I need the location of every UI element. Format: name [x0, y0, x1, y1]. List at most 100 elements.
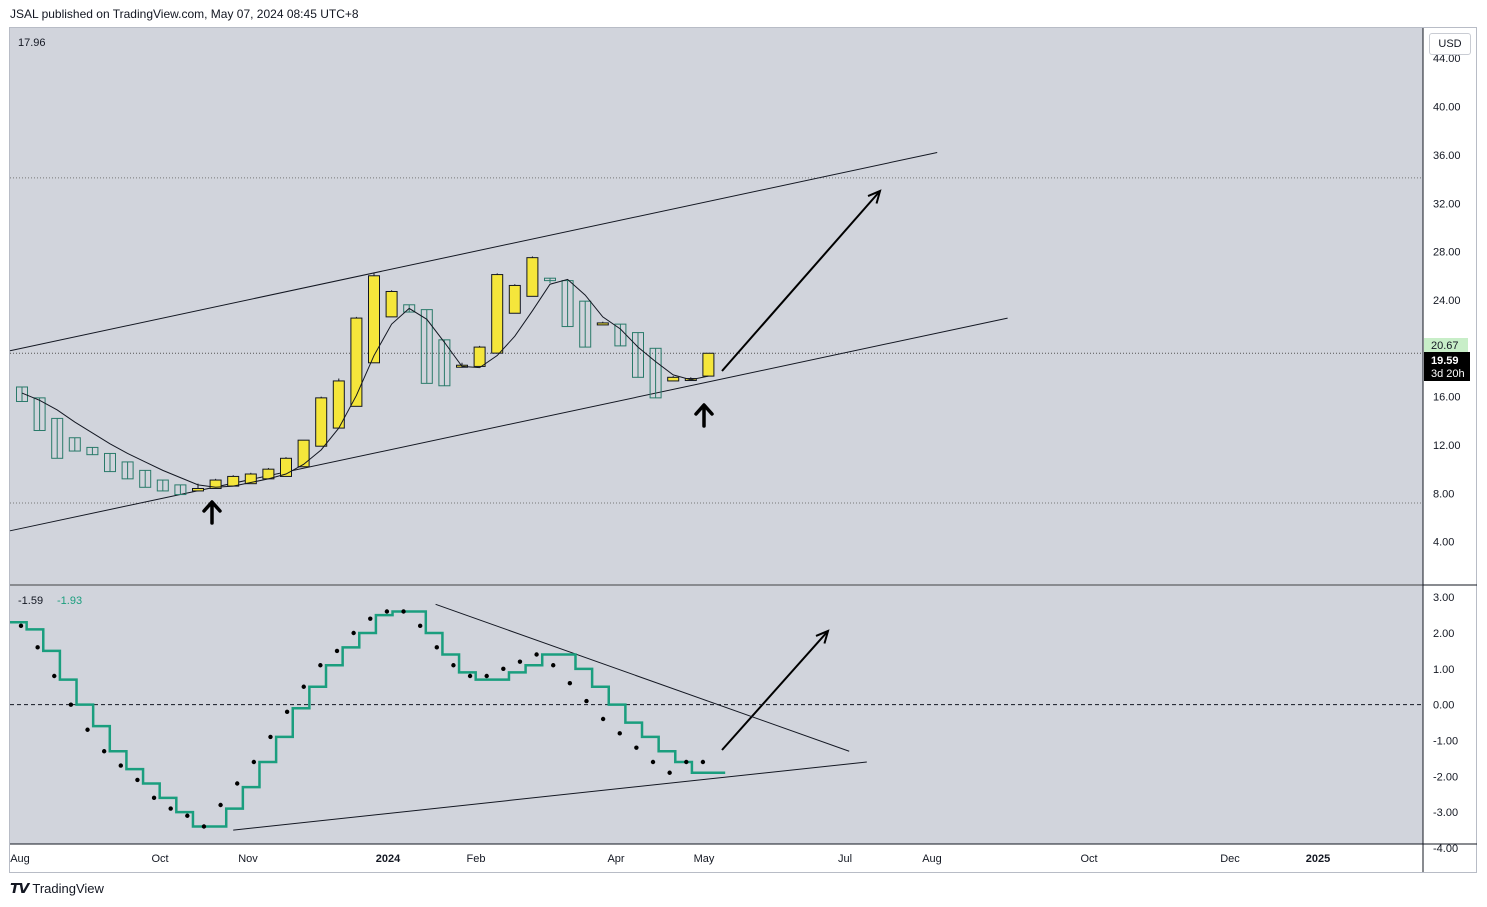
price-tag-label: 20.67 — [1431, 340, 1459, 352]
oscillator-dot — [334, 648, 340, 654]
oscillator-dot — [401, 609, 406, 614]
osc-legend-value-2: -1.93 — [57, 595, 82, 607]
support-arrow-icon — [202, 500, 222, 525]
tradingview-footer[interactable]: 𝙏𝙑 TradingView — [10, 880, 104, 897]
candle — [297, 439, 310, 468]
osc-tick-label: -4.00 — [1433, 843, 1458, 855]
oscillator-dot — [700, 759, 706, 765]
time-tick-label: 2024 — [376, 853, 401, 865]
price-tick-label: 40.00 — [1433, 102, 1461, 114]
axis-layer: 44.0040.0036.0032.0028.0024.0020.0016.00… — [10, 53, 1460, 865]
oscillator-dot — [85, 727, 90, 732]
candle — [403, 304, 416, 313]
channel-lower-line — [9, 317, 1008, 532]
oscillator-dot — [534, 652, 539, 657]
candle — [33, 397, 46, 431]
osc-tick-label: 3.00 — [1433, 592, 1454, 604]
oscillator-dot — [600, 716, 606, 722]
oscillator-dot — [118, 763, 123, 768]
osc-tick-label: -2.00 — [1433, 771, 1458, 783]
price-tick-label: 4.00 — [1433, 537, 1454, 549]
osc-trendline-lower — [233, 761, 867, 831]
time-tick-label: Feb — [467, 853, 486, 865]
oscillator-dot — [567, 680, 573, 686]
time-tick-label: Apr — [607, 853, 624, 865]
candle — [526, 257, 539, 297]
price-tick-label: 8.00 — [1433, 488, 1454, 500]
oscillator-dot — [650, 759, 656, 765]
candle — [227, 475, 240, 487]
candle — [280, 457, 292, 477]
currency-button[interactable]: USD — [1429, 33, 1471, 55]
oscillator-panel[interactable] — [10, 586, 1423, 844]
osc-tick-label: -1.00 — [1433, 736, 1458, 748]
oscillator-dot — [384, 609, 390, 614]
candle — [420, 309, 433, 384]
oscillator-dot — [584, 698, 589, 704]
tradingview-logo-icon: 𝙏𝙑 — [10, 880, 29, 896]
oscillator-dot — [318, 663, 323, 668]
candle — [473, 346, 486, 367]
candle — [68, 437, 81, 452]
candle — [561, 280, 574, 328]
oscillator-dot — [251, 759, 257, 765]
time-tick-label: Oct — [1080, 853, 1097, 865]
current-price-box — [1424, 352, 1470, 381]
price-tick-label: 12.00 — [1433, 440, 1461, 452]
oscillator-dot — [484, 673, 489, 679]
osc-tick-label: -3.00 — [1433, 807, 1458, 819]
countdown-label: 3d 20h — [1431, 368, 1465, 380]
oscillator-dot — [201, 824, 207, 829]
oscillator-dot — [368, 616, 373, 621]
oscillator-dot — [18, 623, 24, 629]
oscillator-dot — [634, 745, 639, 750]
candle — [368, 275, 380, 364]
candle — [649, 347, 662, 399]
oscillator-dot — [501, 666, 506, 672]
candle — [244, 473, 257, 485]
candle — [508, 284, 521, 314]
osc-tick-label: 1.00 — [1433, 664, 1454, 676]
candle — [156, 479, 169, 492]
candle — [139, 469, 152, 488]
oscillator-dot — [218, 802, 223, 808]
price-tick-label: 28.00 — [1433, 247, 1461, 259]
oscillator-dot — [168, 806, 173, 811]
oscillator-step-line — [10, 610, 726, 828]
osc-trendline-upper — [435, 603, 850, 752]
oscillator-dot — [551, 663, 556, 668]
candle — [121, 461, 134, 480]
time-tick-label: Aug — [922, 853, 942, 865]
oscillator-dot — [467, 673, 473, 679]
time-tick-label: Dec — [1220, 853, 1240, 865]
time-tick-label: May — [694, 853, 715, 865]
price-tick-label: 36.00 — [1433, 150, 1461, 162]
time-tick-label: 2025 — [1306, 853, 1330, 865]
oscillator-dot — [684, 759, 689, 765]
price-panel[interactable] — [10, 28, 1423, 584]
price-layer — [9, 152, 1423, 532]
support-arrow-icon — [694, 403, 714, 428]
oscillator-dot — [68, 702, 74, 707]
price-legend-value: 17.96 — [18, 37, 46, 49]
oscillator-dot — [52, 673, 57, 679]
candle — [596, 322, 609, 326]
publish-info: JSAL published on TradingView.com, May 0… — [10, 7, 359, 21]
candle — [192, 488, 204, 492]
tradingview-label: TradingView — [32, 881, 104, 896]
projection-arrow-icon — [721, 189, 882, 372]
candle — [86, 446, 99, 456]
candle — [16, 386, 28, 402]
candle — [702, 352, 715, 377]
candle — [104, 452, 116, 473]
oscillator-dot — [101, 749, 107, 754]
osc-tick-label: 2.00 — [1433, 628, 1454, 640]
candle — [315, 397, 328, 447]
candle — [544, 277, 556, 282]
candle — [438, 339, 451, 387]
price-tick-label: 16.00 — [1433, 392, 1461, 404]
price-tag-box — [1424, 338, 1468, 352]
price-tick-label: 32.00 — [1433, 198, 1461, 210]
time-tick-label: Nov — [238, 853, 258, 865]
